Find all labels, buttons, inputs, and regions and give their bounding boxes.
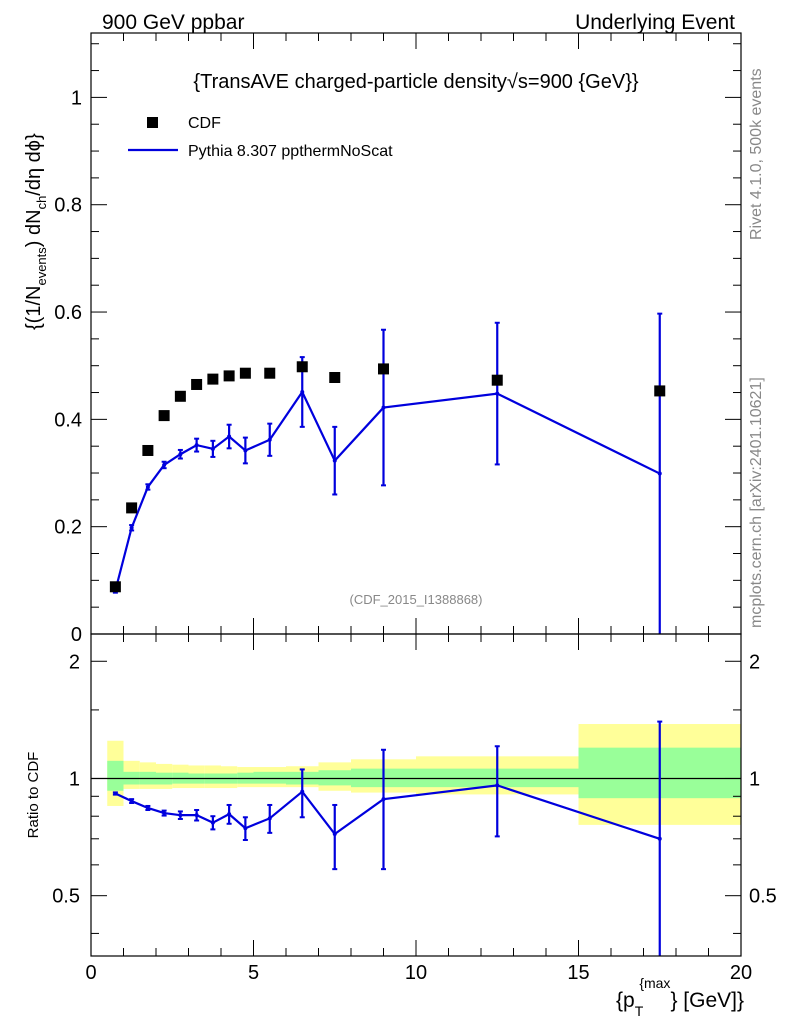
mc-point-ratio: [332, 832, 337, 837]
mc-point-main: [657, 471, 662, 476]
mc-point-main: [194, 443, 199, 448]
cdf-data-point: [296, 361, 308, 373]
legend: CDF Pythia 8.307 ppthermNoScat: [128, 115, 393, 160]
mc-point-main: [332, 458, 337, 463]
mc-point-main: [227, 434, 232, 439]
mcplots-label: mcplots.cern.ch [arXiv:2401.10621]: [748, 377, 765, 628]
ratio-band-inner: [107, 760, 124, 791]
cdf-data-point: [223, 370, 235, 382]
cdf-data-point: [126, 502, 138, 514]
main-ytick-labels: 0 0.2 0.4 0.6 0.8 1: [54, 87, 82, 646]
analysis-watermark: (CDF_2015_I1388868): [350, 592, 483, 607]
mc-point-main: [178, 452, 183, 457]
main-ytick-label: 0.4: [54, 409, 82, 431]
xtick-label: 0: [85, 962, 96, 984]
cdf-data-point: [109, 581, 121, 593]
mc-point-ratio: [495, 783, 500, 788]
main-ytick-label: 0: [71, 624, 82, 646]
mc-series-ratio: [112, 720, 663, 956]
mc-point-main: [381, 405, 386, 410]
cdf-data-point: [654, 385, 666, 397]
ratio-ytick-labels: 0.5 0.5 1 1 2 2: [52, 651, 777, 907]
mc-point-ratio: [162, 811, 167, 816]
mc-point-main: [210, 446, 215, 451]
mc-line-main: [114, 389, 661, 591]
mc-point-ratio: [194, 813, 199, 818]
ratio-ytick-label: 1: [69, 768, 80, 790]
ratio-ytick-label-right: 1: [749, 768, 760, 790]
mc-point-ratio: [300, 789, 305, 794]
ratio-band-inner: [253, 771, 286, 784]
mc-point-main: [267, 437, 272, 442]
ratio-ytick-label-right: 2: [749, 651, 760, 673]
mc-point-ratio: [227, 812, 232, 817]
cdf-data-point: [207, 373, 219, 385]
header-right: Underlying Event: [575, 11, 735, 34]
xtick-label: 5: [248, 962, 259, 984]
cdf-data-point: [491, 374, 503, 386]
ratio-ytick-label: 2: [69, 651, 80, 673]
cdf-data-point: [191, 378, 203, 390]
mc-point-main: [495, 391, 500, 396]
ratio-panel: 0.5 0.5 1 1 2 2 0 5 10 15 20 Ratio to CDF {pT{max…: [25, 633, 777, 1019]
header-left: 900 GeV ppbar: [102, 11, 244, 34]
xtick-labels: 0 5 10 15 20: [85, 962, 752, 984]
chart-title: {TransAVE charged-particle density√s=900…: [193, 71, 638, 93]
main-ytick-label: 0.2: [54, 517, 82, 539]
legend-label-pythia: Pythia 8.307 ppthermNoScat: [188, 143, 393, 160]
xtick-label: 10: [405, 962, 427, 984]
data-series-main: [109, 361, 666, 593]
xlabel: {pT{max} [GeV]}: [616, 975, 744, 1019]
mc-series-main: [112, 312, 663, 634]
ratio-band-inner: [318, 770, 351, 786]
mc-point-main: [129, 525, 134, 530]
mc-point-ratio: [243, 826, 248, 831]
ratio-axis-ticks: [90, 634, 742, 956]
main-ylabel: {(1/Nevents) dNch/dη dϕ}: [23, 133, 49, 330]
cdf-data-point: [329, 372, 341, 384]
mc-point-main: [243, 448, 248, 453]
mc-point-ratio: [210, 820, 215, 825]
mc-point-main: [162, 462, 167, 467]
cdf-data-point: [378, 363, 389, 375]
main-ytick-label: 0.6: [54, 302, 82, 324]
main-ytick-label: 0.8: [54, 195, 82, 217]
xtick-label: 20: [730, 962, 752, 984]
cdf-data-point: [158, 410, 170, 422]
ratio-ylabel: Ratio to CDF: [25, 752, 42, 839]
cdf-data-point: [142, 444, 154, 456]
cdf-data-point: [264, 367, 276, 379]
mc-point-ratio: [657, 836, 662, 841]
ratio-uncertainty-bands: [107, 724, 741, 825]
legend-label-cdf: CDF: [188, 115, 221, 132]
mc-point-ratio: [178, 813, 183, 818]
mc-point-main: [300, 389, 305, 394]
mc-point-ratio: [145, 805, 150, 810]
rivet-label: Rivet 4.1.0, 500k events: [748, 68, 765, 240]
cdf-data-point: [174, 390, 186, 402]
mc-point-ratio: [381, 797, 386, 802]
cdf-data-point: [239, 367, 251, 379]
legend-marker-cdf: [147, 117, 158, 128]
mc-point-ratio: [267, 816, 272, 821]
ratio-frame: [90, 633, 742, 957]
mc-point-ratio: [113, 791, 118, 796]
main-panel: (CDF_2015_I1388868) 0 0.2 0.4 0.6 0.8 1 {Tran…: [23, 32, 742, 646]
mc-point-ratio: [129, 799, 134, 804]
main-ytick-label: 1: [71, 87, 82, 109]
mc-point-main: [145, 484, 150, 489]
xtick-label: 15: [567, 962, 589, 984]
ratio-ytick-label: 0.5: [52, 886, 80, 908]
ratio-ytick-label-right: 0.5: [749, 886, 777, 908]
